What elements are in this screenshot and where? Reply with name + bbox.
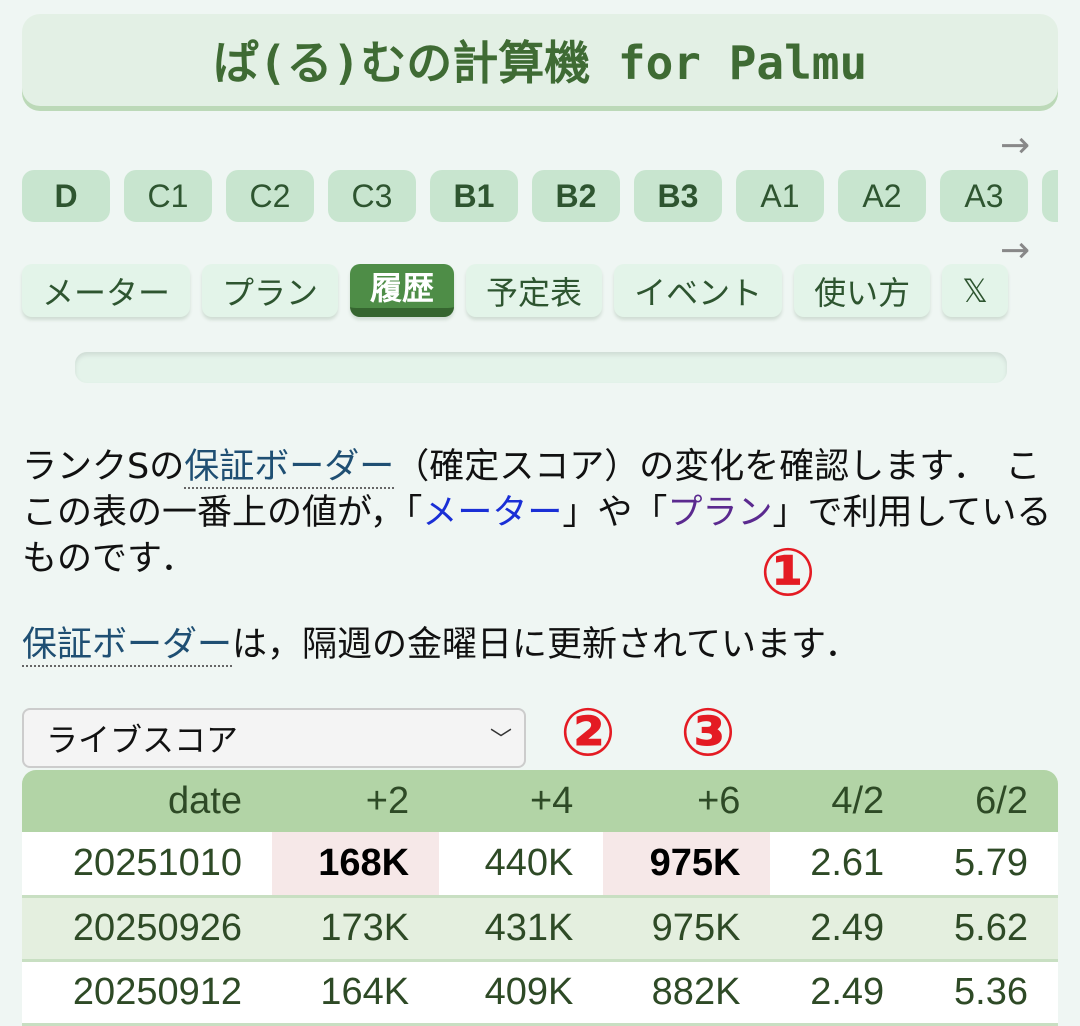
cell: 5.62 bbox=[914, 896, 1058, 962]
rank-button-c3[interactable]: C3 bbox=[328, 170, 416, 222]
table-row: 20251010 168K 440K 975K 2.61 5.79 bbox=[22, 832, 1058, 898]
rank-button-b1[interactable]: B1 bbox=[430, 170, 518, 222]
column-header: +2 bbox=[272, 770, 440, 832]
tab-schedule[interactable]: 予定表 bbox=[466, 264, 603, 317]
rank-button-a3[interactable]: A3 bbox=[940, 170, 1028, 222]
guaranteed-border-term[interactable]: 保証ボーダー bbox=[184, 447, 395, 489]
scroll-right-arrow-icon: → bbox=[1000, 230, 1031, 271]
cell: 975K bbox=[603, 896, 771, 962]
cell: 173K bbox=[272, 896, 440, 962]
tab-plan[interactable]: プラン bbox=[202, 264, 339, 317]
column-header: +4 bbox=[439, 770, 604, 832]
rank-button-a1[interactable]: A1 bbox=[736, 170, 824, 222]
cell: 5.36 bbox=[914, 960, 1058, 1026]
cell: 975K bbox=[603, 832, 771, 898]
progress-bar bbox=[75, 352, 1007, 383]
cell: 164K bbox=[272, 960, 440, 1026]
intro-paragraph: ランクSの保証ボーダー（確定スコア）の変化を確認します． ここの表の一番上の値が… bbox=[22, 444, 1062, 582]
text: 」や「 bbox=[562, 493, 668, 533]
score-type-select[interactable]: ライブスコア ﹀ bbox=[22, 708, 526, 768]
cell: 440K bbox=[439, 832, 604, 898]
tab-x[interactable]: 𝕏 bbox=[942, 264, 1008, 317]
select-value: ライブスコア bbox=[46, 721, 239, 759]
chevron-down-icon: ﹀ bbox=[489, 728, 512, 753]
rank-button-d[interactable]: D bbox=[22, 170, 110, 222]
cell: 2.49 bbox=[770, 896, 915, 962]
rank-button-c1[interactable]: C1 bbox=[124, 170, 212, 222]
annotation-marker-3: ③ bbox=[680, 694, 736, 771]
column-header: +6 bbox=[603, 770, 771, 832]
cell: 2.61 bbox=[770, 832, 915, 898]
cell: 2.49 bbox=[770, 960, 915, 1026]
scroll-clip bbox=[1058, 130, 1080, 330]
cell: 431K bbox=[439, 896, 604, 962]
cell: 20250912 bbox=[22, 960, 272, 1026]
rank-button-c2[interactable]: C2 bbox=[226, 170, 314, 222]
meter-link[interactable]: メーター bbox=[422, 493, 563, 533]
guaranteed-border-term[interactable]: 保証ボーダー bbox=[22, 625, 233, 667]
text: （確定スコア）の変化を確認します． ここの表の一番上の値が，「 bbox=[22, 447, 1041, 533]
cell: 5.79 bbox=[914, 832, 1058, 898]
nav-tabs: メーター プラン 履歴 予定表 イベント 使い方 𝕏 bbox=[22, 264, 1008, 317]
tab-howto[interactable]: 使い方 bbox=[794, 264, 931, 317]
cell: 409K bbox=[439, 960, 604, 1026]
update-paragraph: 保証ボーダーは，隔週の金曜日に更新されています． bbox=[22, 622, 1062, 668]
rank-button-b3[interactable]: B3 bbox=[634, 170, 722, 222]
history-table: date +2 +4 +6 4/2 6/2 20251010 168K 440K… bbox=[22, 770, 1058, 1026]
text: ランクSの bbox=[22, 447, 185, 487]
text: は，隔週の金曜日に更新されています． bbox=[232, 625, 860, 665]
plan-link[interactable]: プラン bbox=[667, 493, 773, 533]
table-row: 20250926 173K 431K 975K 2.49 5.62 bbox=[22, 896, 1058, 962]
cell: 882K bbox=[603, 960, 771, 1026]
column-header: 6/2 bbox=[914, 770, 1058, 832]
scroll-right-arrow-icon: → bbox=[1000, 125, 1031, 166]
cell: 20250926 bbox=[22, 896, 272, 962]
rank-button-b2[interactable]: B2 bbox=[532, 170, 620, 222]
annotation-marker-1: ① bbox=[760, 534, 816, 611]
annotation-marker-2: ② bbox=[560, 694, 616, 771]
rank-button-a2[interactable]: A2 bbox=[838, 170, 926, 222]
tab-meter[interactable]: メーター bbox=[22, 264, 191, 317]
cell: 20251010 bbox=[22, 832, 272, 898]
column-header: 4/2 bbox=[770, 770, 915, 832]
column-header: date bbox=[22, 770, 272, 832]
rank-selector: D C1 C2 C3 B1 B2 B3 A1 A2 A3 bbox=[22, 170, 1080, 222]
cell: 168K bbox=[272, 832, 440, 898]
text: 」で利用しているものです． bbox=[22, 493, 1052, 579]
table-row: 20250912 164K 409K 882K 2.49 5.36 bbox=[22, 960, 1058, 1026]
tab-event[interactable]: イベント bbox=[614, 264, 783, 317]
page-title: ぱ(る)むの計算機 for Palmu bbox=[22, 14, 1058, 106]
tab-history[interactable]: 履歴 bbox=[350, 264, 455, 317]
